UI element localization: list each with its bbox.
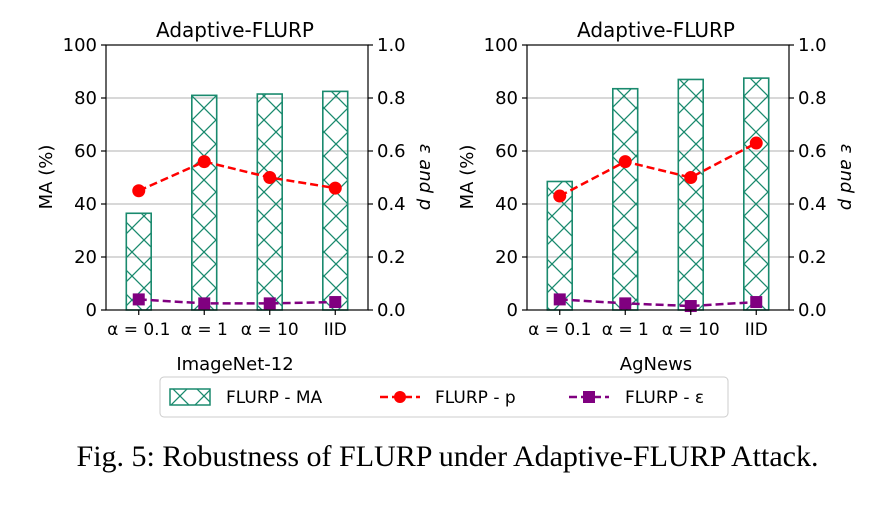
x-tick-label: α = 10 — [662, 320, 720, 340]
figure-caption: Fig. 5: Robustness of FLURP under Adapti… — [76, 440, 819, 473]
y-tick-label-left: 80 — [495, 88, 518, 109]
point-eps — [750, 296, 763, 309]
y-tick-label-left: 0 — [86, 300, 97, 321]
legend-label-eps: FLURP - ε — [625, 388, 704, 408]
x-tick-label: α = 0.1 — [528, 320, 591, 340]
x-tick-label: IID — [745, 320, 768, 340]
point-p — [749, 136, 763, 150]
point-eps — [619, 297, 632, 310]
legend-item-ma: FLURP - MA — [169, 388, 323, 408]
x-tick-label: α = 1 — [181, 320, 228, 340]
x-tick-label: α = 0.1 — [107, 320, 170, 340]
point-eps — [198, 297, 211, 310]
y-tick-label-right: 0.6 — [798, 141, 827, 162]
y-tick-label-right: 0.2 — [377, 247, 406, 268]
legend-item-p: FLURP - p — [380, 388, 516, 408]
x-axis-label: ImageNet-12 — [176, 354, 293, 375]
bar-ma — [677, 78, 704, 311]
legend-label-p: FLURP - p — [435, 388, 516, 408]
line-p — [559, 141, 757, 198]
x-axis-label: AgNews — [620, 354, 692, 375]
y-tick-label-left: 100 — [63, 35, 97, 56]
y-tick-label-right: 0.4 — [377, 194, 406, 215]
y-tick-label-left: 60 — [74, 141, 97, 162]
bar-ma — [612, 87, 639, 311]
chart-title: Adaptive-FLURP — [156, 18, 314, 42]
line-p — [138, 160, 336, 192]
chart-panel-agnews: Adaptive-FLURP MA (%) ε and p AgNews 0 20… — [457, 18, 857, 375]
legend-swatch-ma — [169, 388, 211, 406]
bar-ma — [191, 94, 218, 311]
y-tick-label-right: 0.8 — [798, 88, 827, 109]
axes-frame — [105, 44, 369, 311]
point-eps — [553, 293, 566, 306]
bar-ma — [743, 77, 770, 311]
point-eps — [263, 297, 276, 310]
y-axis-label-left: MA (%) — [457, 145, 478, 210]
chart-panel-imagenet: Adaptive-FLURP MA (%) ε and p ImageNet-1… — [36, 18, 436, 375]
point-eps — [132, 293, 145, 306]
point-p — [328, 181, 342, 195]
y-axis-label-right: ε and p — [836, 144, 857, 210]
y-tick-label-left: 20 — [74, 247, 97, 268]
point-p — [197, 155, 211, 169]
y-tick-label-left: 40 — [74, 194, 97, 215]
legend-label-ma: FLURP - MA — [226, 388, 323, 408]
y-tick-label-right: 0.0 — [377, 300, 406, 321]
line-eps — [559, 298, 757, 308]
y-tick-label-right: 0.4 — [798, 194, 827, 215]
y-tick-label-left: 0 — [507, 300, 518, 321]
point-p — [132, 184, 146, 198]
legend-marker-p — [394, 391, 406, 403]
y-tick-label-right: 1.0 — [798, 35, 827, 56]
x-tick-label: α = 10 — [241, 320, 299, 340]
legend: FLURP - MA FLURP - p FLURP - ε — [159, 376, 729, 418]
y-tick-label-right: 0.2 — [798, 247, 827, 268]
y-tick-label-left: 20 — [495, 247, 518, 268]
y-tick-label-left: 80 — [74, 88, 97, 109]
axes-frame — [526, 44, 790, 311]
y-tick-label-left: 100 — [484, 35, 518, 56]
legend-marker-eps — [583, 391, 595, 403]
point-eps — [684, 300, 697, 313]
legend-item-eps: FLURP - ε — [569, 388, 704, 408]
x-tick-label: IID — [324, 320, 347, 340]
chart-title: Adaptive-FLURP — [577, 18, 735, 42]
y-tick-label-right: 0.6 — [377, 141, 406, 162]
point-eps — [329, 296, 342, 309]
point-p — [684, 171, 698, 184]
y-tick-label-left: 40 — [495, 194, 518, 215]
bar-ma — [256, 93, 283, 311]
y-tick-label-right: 0.0 — [798, 300, 827, 321]
legend-frame — [159, 376, 729, 418]
figure: Adaptive-FLURP MA (%) ε and p ImageNet-1… — [36, 18, 857, 418]
point-p — [263, 171, 277, 184]
line-eps — [138, 298, 336, 305]
y-tick-label-right: 1.0 — [377, 35, 406, 56]
x-tick-label: α = 1 — [602, 320, 649, 340]
point-p — [553, 189, 567, 203]
y-tick-label-left: 60 — [495, 141, 518, 162]
y-tick-label-right: 0.8 — [377, 88, 406, 109]
y-axis-label-right: ε and p — [415, 144, 436, 210]
y-axis-label-left: MA (%) — [36, 145, 57, 210]
bar-ma — [322, 90, 349, 311]
point-p — [618, 155, 632, 169]
